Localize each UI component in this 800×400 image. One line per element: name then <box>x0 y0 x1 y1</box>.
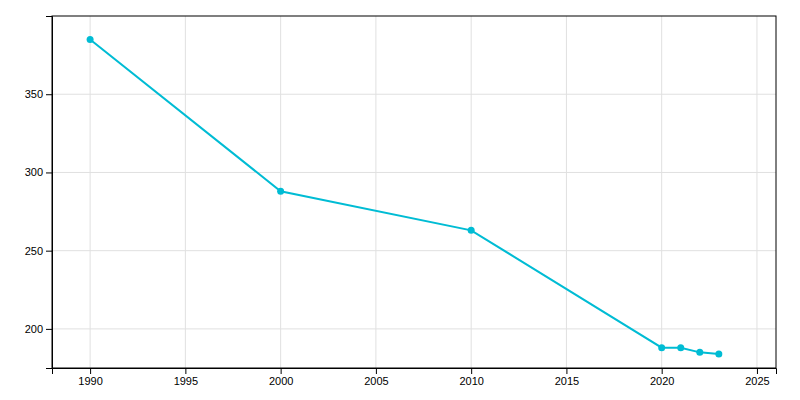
x-tick-label: 2005 <box>364 375 388 387</box>
x-tick: 1995 <box>174 368 198 387</box>
grid-line-x <box>471 16 472 368</box>
y-tick-mark <box>46 94 52 95</box>
y-axis-line <box>46 17 53 369</box>
point <box>715 350 722 357</box>
x-tick: 2015 <box>555 368 579 387</box>
grid-line-y <box>52 328 776 329</box>
y-axis: 200 250 300 350 <box>25 17 53 369</box>
x-tick: 2025 <box>745 368 769 387</box>
x-tick-label: 2025 <box>745 375 769 387</box>
x-tick-label: 2015 <box>555 375 579 387</box>
y-tick-mark <box>46 172 52 173</box>
grid-line-x <box>375 16 376 368</box>
y-tick: 250 <box>25 245 52 257</box>
grid-line-y <box>52 250 776 251</box>
grid-line-x <box>661 16 662 368</box>
x-tick: 2000 <box>269 368 293 387</box>
grid-line-x <box>566 16 567 368</box>
point <box>277 188 284 195</box>
point <box>468 227 475 234</box>
y-tick: 350 <box>25 88 52 100</box>
point <box>87 36 94 43</box>
x-tick-label: 2020 <box>650 375 674 387</box>
y-tick: 200 <box>25 323 52 335</box>
x-tick-label: 1995 <box>174 375 198 387</box>
plot: 1990 1995 2000 2005 2010 2015 2020 2025 200 250 30… <box>25 16 777 387</box>
y-tick-label: 250 <box>25 245 43 257</box>
x-tick-mark <box>185 368 186 374</box>
x-tick: 2010 <box>459 368 483 387</box>
plot-frame <box>52 16 776 368</box>
x-tick-label: 2000 <box>269 375 293 387</box>
y-tick-label: 300 <box>25 166 43 178</box>
point <box>658 344 665 351</box>
x-tick-mark <box>662 368 663 374</box>
chart: 1990 1995 2000 2005 2010 2015 2020 2025 200 250 30… <box>0 0 800 400</box>
y-tick-mark <box>46 251 52 252</box>
x-tick-mark <box>757 368 758 374</box>
grid <box>52 16 776 368</box>
line <box>90 39 719 353</box>
y-tick: 300 <box>25 166 52 178</box>
grid-line-x <box>185 16 186 368</box>
point <box>677 344 684 351</box>
grid-line-x <box>90 16 91 368</box>
x-tick-mark <box>471 368 472 374</box>
series <box>87 36 723 357</box>
grid-line-x <box>756 16 757 368</box>
y-tick-label: 350 <box>25 88 43 100</box>
x-tick-mark <box>281 368 282 374</box>
point <box>696 349 703 356</box>
y-tick-label: 200 <box>25 323 43 335</box>
x-axis: 1990 1995 2000 2005 2010 2015 2020 2025 <box>53 368 777 387</box>
x-tick-mark <box>376 368 377 374</box>
x-axis-line <box>53 369 777 375</box>
x-tick: 1990 <box>78 368 102 387</box>
x-tick-mark <box>566 368 567 374</box>
x-tick-label: 2010 <box>459 375 483 387</box>
grid-line-y <box>52 172 776 173</box>
x-tick-mark <box>90 368 91 374</box>
x-tick: 2005 <box>364 368 388 387</box>
x-tick: 2020 <box>650 368 674 387</box>
y-tick-mark <box>46 329 52 330</box>
x-tick-label: 1990 <box>78 375 102 387</box>
